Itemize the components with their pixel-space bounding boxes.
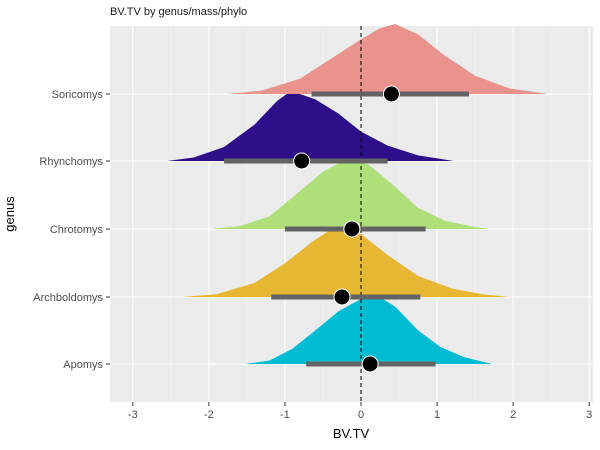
x-tick-label: 1 [434,409,440,421]
ridge-apomys [245,294,492,364]
point-estimate-apomys [361,355,379,373]
point-estimate-rhynchomys [293,152,311,170]
x-tick-label: 2 [510,409,516,421]
y-tick-label-apomys: Apomys [63,359,103,371]
x-tick-label: -3 [128,409,138,421]
y-axis-title: genus [2,196,17,232]
ridge-rhynchomys [167,91,454,161]
x-tick-label: -2 [204,409,214,421]
ridges [167,24,548,364]
ridge-archboldomys [182,227,510,297]
x-tick-label: 3 [586,409,592,421]
point-estimate-soricomys [382,85,400,103]
x-tick-label: 0 [358,409,364,421]
chart-title: BV.TV by genus/mass/phylo [110,6,247,18]
y-tick-label-rhynchomys: Rhynchomys [39,156,103,168]
ridge-soricomys [227,24,548,94]
y-tick-label-chrotomys: Chrotomys [50,224,104,236]
axes: -3 -2 -1 0 1 2 3 Apomys Archboldomys Chrotomys Rhy… [33,89,592,421]
intervals [224,85,470,373]
y-tick-label-soricomys: Soricomys [52,89,104,101]
x-axis-title: BV.TV [333,426,370,441]
ridge-chrotomys [210,159,489,229]
y-tick-label-archboldomys: Archboldomys [33,292,103,304]
point-estimate-archboldomys [333,288,351,306]
point-estimate-chrotomys [343,220,361,238]
x-tick-label: -1 [280,409,290,421]
